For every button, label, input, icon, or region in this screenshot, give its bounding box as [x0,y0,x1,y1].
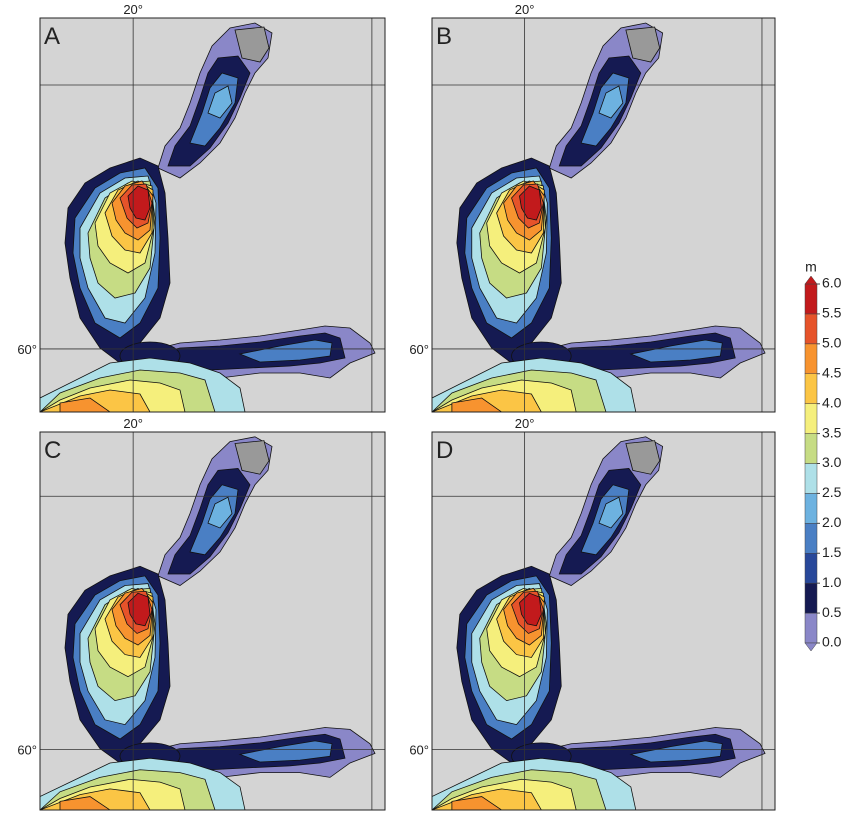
panel-label: A [44,23,60,50]
panel-label: C [44,437,61,464]
colorbar-tick-label: 2.5 [822,484,842,500]
colorbar: m 0.0 0.5 1.0 1.5 2.0 2.5 3.0 3.5 4.0 4.5 5.0 5.5 6.… [804,259,842,652]
latitude-label: 60° [409,743,429,758]
panel-frame [431,17,776,413]
colorbar-arrow [804,642,818,652]
colorbar-tick-label: 2.0 [822,514,842,530]
panel-label: B [436,23,452,50]
colorbar-tick-label: 4.5 [822,364,842,380]
longitude-label: 20° [515,2,535,17]
colorbar-bin [804,582,818,614]
colorbar-tick-label: 5.0 [822,335,842,351]
map-panel [40,432,385,810]
map [432,432,775,810]
colorbar-bin [804,612,818,644]
panel-frame [39,431,386,811]
map [432,18,775,412]
colorbar-tick-label: 0.5 [822,604,842,620]
colorbar-tick-label: 5.5 [822,305,842,321]
latitude-label: 60° [409,342,429,357]
colorbar-bin [804,403,818,434]
panel-frame [431,431,776,811]
map-panel [432,18,775,412]
colorbar-tick-label: 1.5 [822,544,842,560]
colorbar-bin [804,463,818,494]
colorbar-tick-label: 4.0 [822,394,842,410]
map [40,432,385,810]
longitude-label: 20° [515,416,535,431]
colorbar-bin [804,373,818,404]
latitude-label: 60° [17,743,37,758]
colorbar-bin [804,433,818,464]
latitude-label: 60° [17,342,37,357]
map [40,18,385,412]
colorbar-bin [804,343,818,375]
colorbar-tick-label: 0.0 [822,634,842,650]
longitude-label: 20° [123,416,143,431]
colorbar-bin [804,313,818,345]
panel-label: D [436,437,453,464]
colorbar-tick-label: 3.0 [822,454,842,470]
colorbar-bin [804,553,818,584]
colorbar-tick-label: 3.5 [822,424,842,440]
longitude-label: 20° [123,2,143,17]
map-panel [432,432,775,810]
colorbar-bin [804,283,818,315]
colorbar-bin [804,523,818,554]
colorbar-arrow [804,275,818,285]
colorbar-bin [804,493,818,524]
map-panel [40,18,385,412]
colorbar-tick-label: 6.0 [822,275,842,291]
colorbar-unit: m [805,259,817,275]
panels: A 20° 60° B 20° 60° C 20° 60° D 20° 60° [17,2,776,811]
colorbar-tick-label: 1.0 [822,574,842,590]
panel-frame [39,17,386,413]
